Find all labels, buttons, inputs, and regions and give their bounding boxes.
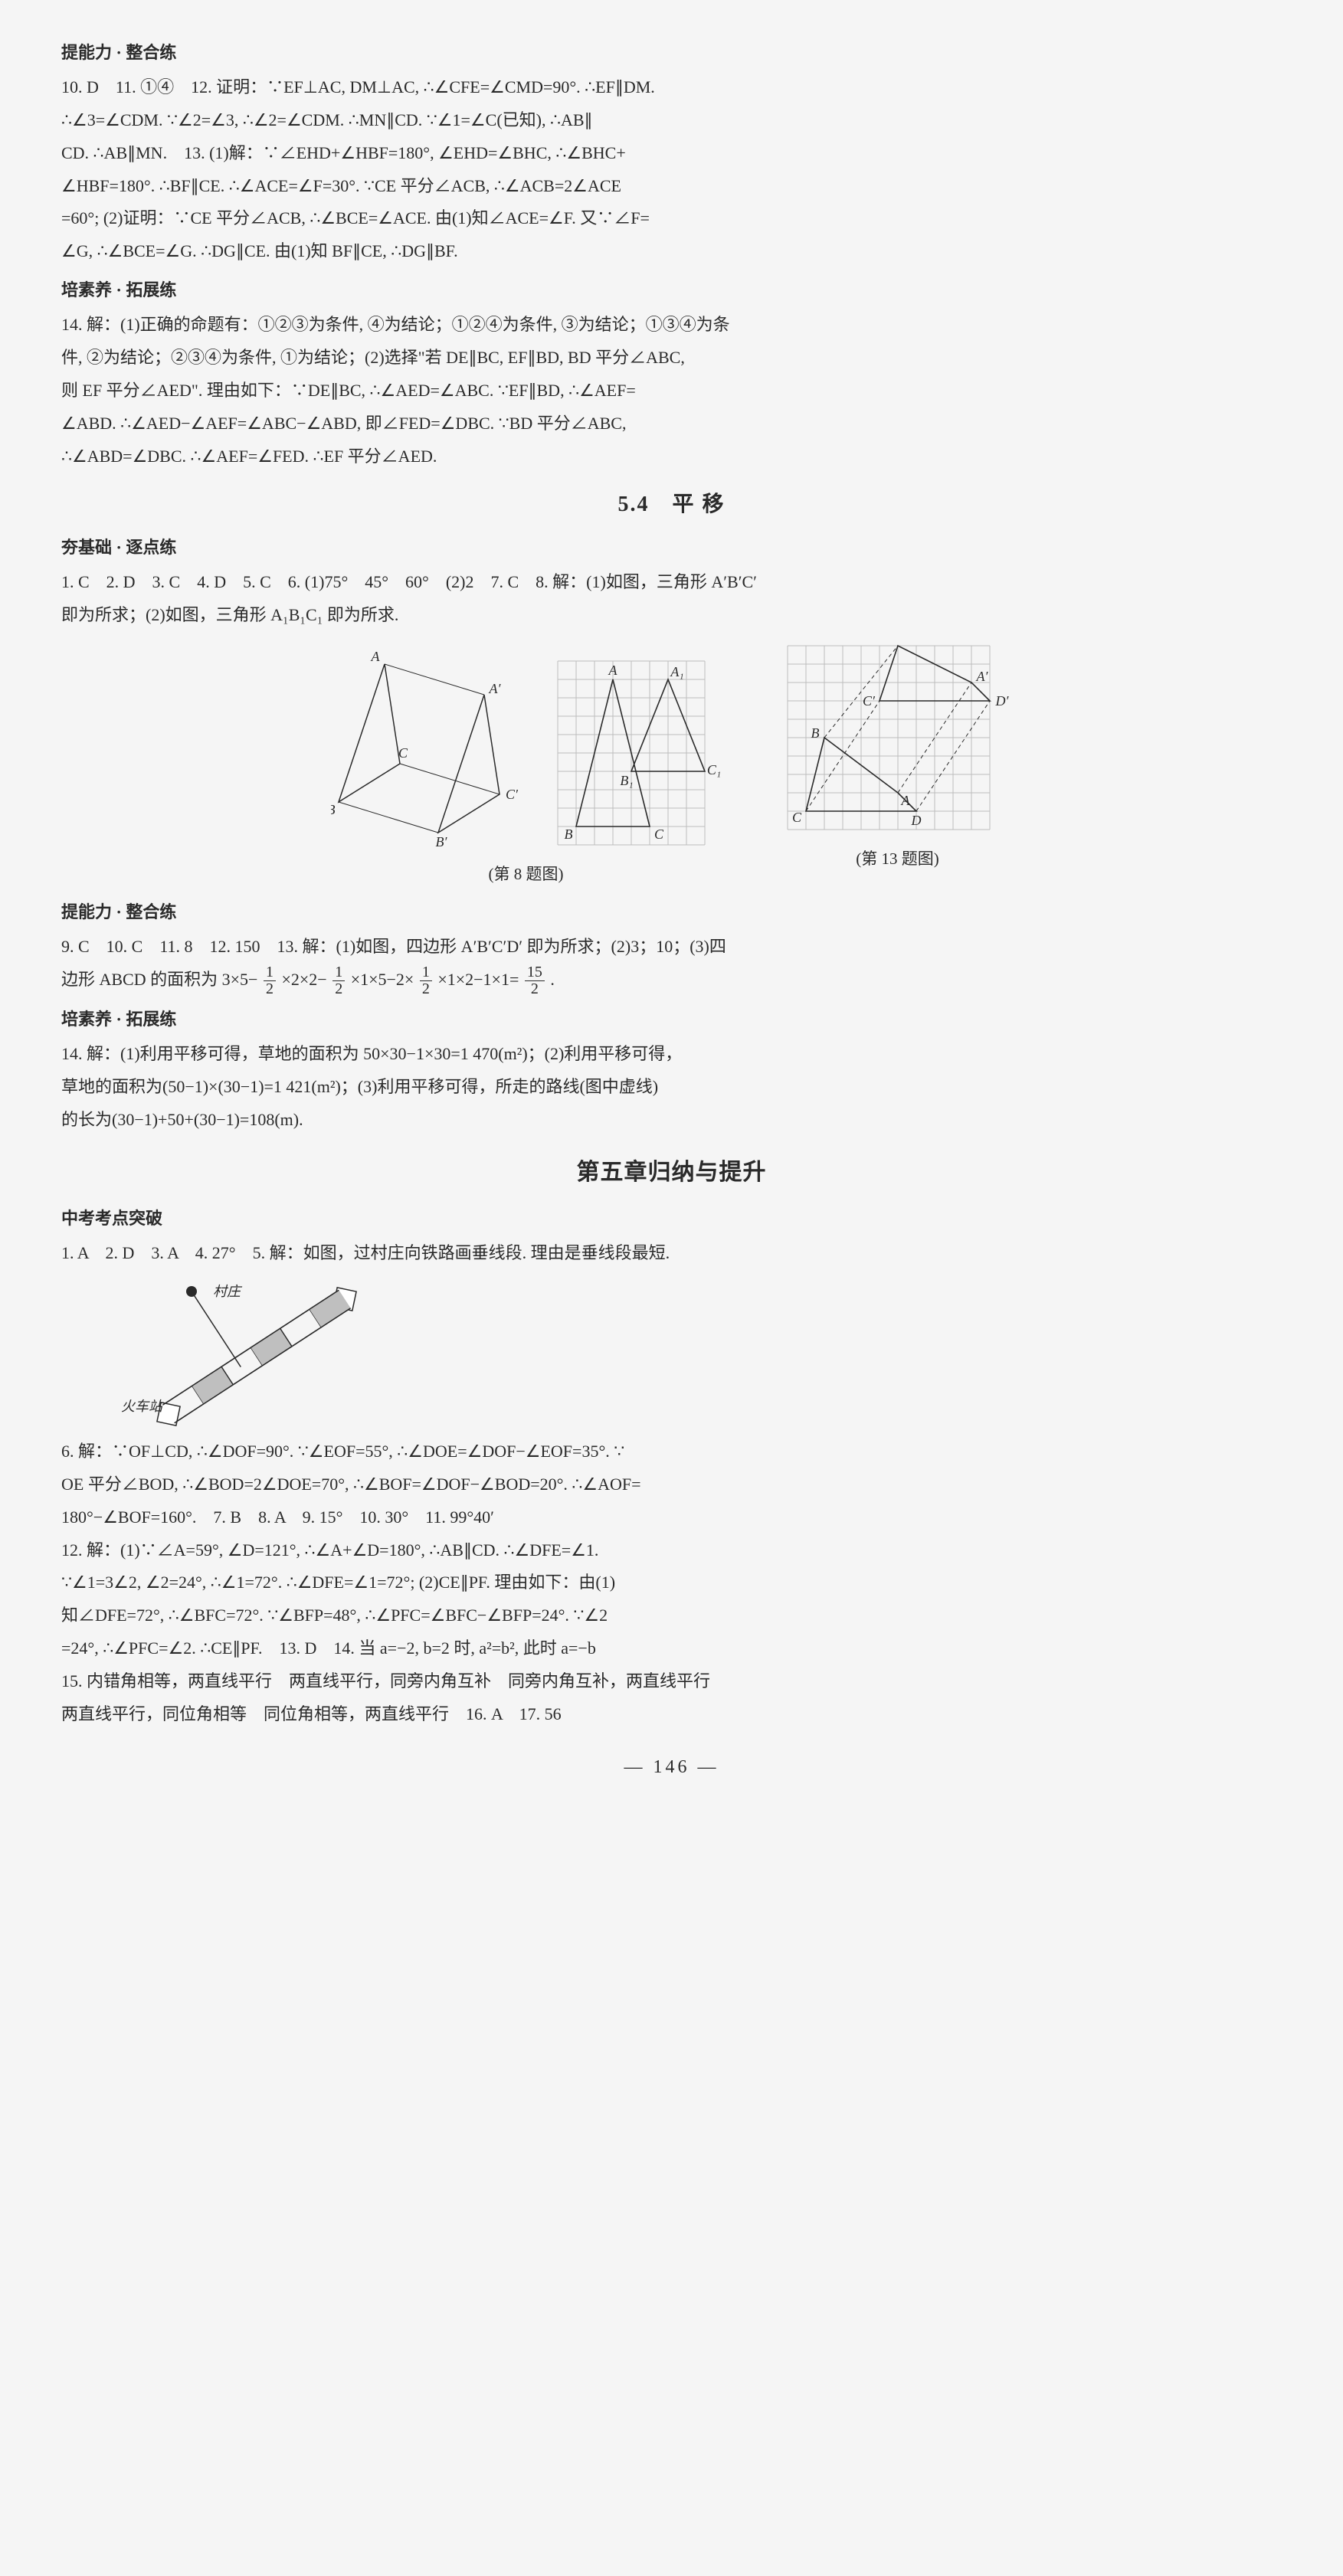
fig13-svg: A B C D A′ B′ C′ D′ [783,641,1013,840]
text-span: . [550,970,555,989]
village-svg: 村庄火车站 [61,1276,383,1429]
svg-text:B: B [564,826,572,842]
text-line: 则 EF 平分∠AED". 理由如下：∵DE∥BC, ∴∠AED=∠ABC. ∵… [61,375,1282,408]
text-line: 两直线平行，同位角相等 同位角相等，两直线平行 16. A 17. 56 [61,1698,1282,1731]
svg-text:B: B [331,802,336,817]
text-line: ∴∠3=∠CDM. ∵∠2=∠3, ∴∠2=∠CDM. ∴MN∥CD. ∵∠1=… [61,104,1282,137]
figure-13: A B C D A′ B′ C′ D′ (第 13 题图) [783,641,1013,890]
svg-text:D: D [910,813,921,828]
text-line: 1. C 2. D 3. C 4. D 5. C 6. (1)75° 45° 6… [61,566,1282,599]
chapter-title: 第五章归纳与提升 [61,1151,1282,1196]
text-line: 14. 解：(1)利用平移可得，草地的面积为 50×30−1×30=1 470(… [61,1038,1282,1071]
fig8b-svg: A B C A₁ B₁ C₁ [553,656,722,856]
svg-text:A₁: A₁ [670,664,683,679]
svg-text:火车站: 火车站 [121,1399,165,1414]
text-span: ×2×2− [281,970,326,989]
svg-text:B′: B′ [435,834,447,849]
svg-text:C: C [791,810,801,825]
fraction: 12 [420,964,432,997]
text-line: 草地的面积为(50−1)×(30−1)=1 421(m²)；(3)利用平移可得，… [61,1071,1282,1104]
text-line: ∠ABD. ∴∠AED−∠AEF=∠ABC−∠ABD, 即∠FED=∠DBC. … [61,408,1282,440]
text-line: 1. A 2. D 3. A 4. 27° 5. 解：如图，过村庄向铁路画垂线段… [61,1237,1282,1270]
svg-text:B′: B′ [892,641,904,644]
section-heading: 中考考点突破 [61,1203,1282,1236]
text-span: ×1×5−2× [351,970,414,989]
text-span: ×1×2−1×1= [437,970,519,989]
page-number: — 146 — [61,1750,1282,1786]
svg-text:C₁: C₁ [706,762,720,777]
text-line: ∠G, ∴∠BCE=∠G. ∴DG∥CE. 由(1)知 BF∥CE, ∴DG∥B… [61,235,1282,268]
section-title: 5.4 平 移 [61,484,1282,526]
text-line: 14. 解：(1)正确的命题有：①②③为条件, ④为结论；①②④为条件, ③为结… [61,309,1282,342]
fig8a-svg: A B C A′ B′ C′ [331,641,530,856]
text-line: 180°−∠BOF=160°. 7. B 8. A 9. 15° 10. 30°… [61,1501,1282,1534]
figure-caption: (第 13 题图) [783,843,1013,875]
svg-text:D′: D′ [994,693,1009,709]
text-line: =24°, ∴∠PFC=∠2. ∴CE∥PF. 13. D 14. 当 a=−2… [61,1632,1282,1665]
text-line: =60°; (2)证明：∵CE 平分∠ACB, ∴∠BCE=∠ACE. 由(1)… [61,202,1282,235]
svg-text:B₁: B₁ [620,773,633,788]
text-span: 边形 ABCD 的面积为 3×5− [61,970,257,989]
svg-text:A: A [900,793,910,808]
text-line: ∵∠1=3∠2, ∠2=24°, ∴∠1=72°. ∴∠DFE=∠1=72°; … [61,1566,1282,1599]
text-line: OE 平分∠BOD, ∴∠BOD=2∠DOE=70°, ∴∠BOF=∠DOF−∠… [61,1468,1282,1501]
text-line: ∠HBF=180°. ∴BF∥CE. ∴∠ACE=∠F=30°. ∵CE 平分∠… [61,170,1282,203]
svg-text:C′: C′ [506,787,519,802]
section-heading: 培素养 · 拓展练 [61,1003,1282,1036]
svg-text:C: C [398,745,408,761]
figure-8: A B C A′ B′ C′ A B C A₁ B₁ C₁ (第 8 题图) [331,641,722,890]
text-line: 即为所求；(2)如图，三角形 A₁B₁C₁ 即为所求. [61,599,1282,632]
text-line: CD. ∴AB∥MN. 13. (1)解：∵∠EHD+∠HBF=180°, ∠E… [61,137,1282,170]
section-heading: 培素养 · 拓展练 [61,274,1282,307]
svg-text:C: C [653,826,663,842]
svg-text:C′: C′ [863,693,876,709]
svg-text:A′: A′ [975,669,988,684]
fraction: 152 [525,964,545,997]
figure-5: 村庄火车站 [61,1276,1282,1429]
text-line: 10. D 11. ①④ 12. 证明：∵EF⊥AC, DM⊥AC, ∴∠CFE… [61,71,1282,104]
fraction: 12 [264,964,276,997]
text-line: ∴∠ABD=∠DBC. ∴∠AEF=∠FED. ∴EF 平分∠AED. [61,440,1282,473]
text-line: 知∠DFE=72°, ∴∠BFC=72°. ∵∠BFP=48°, ∴∠PFC=∠… [61,1599,1282,1632]
svg-text:B: B [811,725,819,741]
text-line: 9. C 10. C 11. 8 12. 150 13. 解：(1)如图，四边形… [61,931,1282,964]
svg-text:村庄: 村庄 [213,1284,243,1299]
fraction: 12 [332,964,345,997]
text-line: 的长为(30−1)+50+(30−1)=108(m). [61,1104,1282,1137]
text-line: 12. 解：(1)∵∠A=59°, ∠D=121°, ∴∠A+∠D=180°, … [61,1534,1282,1567]
text-line: 件, ②为结论；②③④为条件, ①为结论；(2)选择"若 DE∥BC, EF∥B… [61,342,1282,375]
figure-caption: (第 8 题图) [331,859,722,890]
text-line: 6. 解：∵OF⊥CD, ∴∠DOF=90°. ∵∠EOF=55°, ∴∠DOE… [61,1435,1282,1468]
svg-text:A′: A′ [488,681,501,696]
section-heading: 提能力 · 整合练 [61,896,1282,929]
section-heading: 夯基础 · 逐点练 [61,532,1282,565]
text-line: 边形 ABCD 的面积为 3×5− 12 ×2×2− 12 ×1×5−2× 12… [61,964,1282,997]
svg-text:A: A [608,663,617,678]
section-heading: 提能力 · 整合练 [61,37,1282,70]
figure-row: A B C A′ B′ C′ A B C A₁ B₁ C₁ (第 8 题图) A B C D A′ B′ C′ D… [61,641,1282,890]
svg-text:A: A [370,649,380,664]
text-line: 15. 内错角相等，两直线平行 两直线平行，同旁内角互补 同旁内角互补，两直线平… [61,1665,1282,1698]
